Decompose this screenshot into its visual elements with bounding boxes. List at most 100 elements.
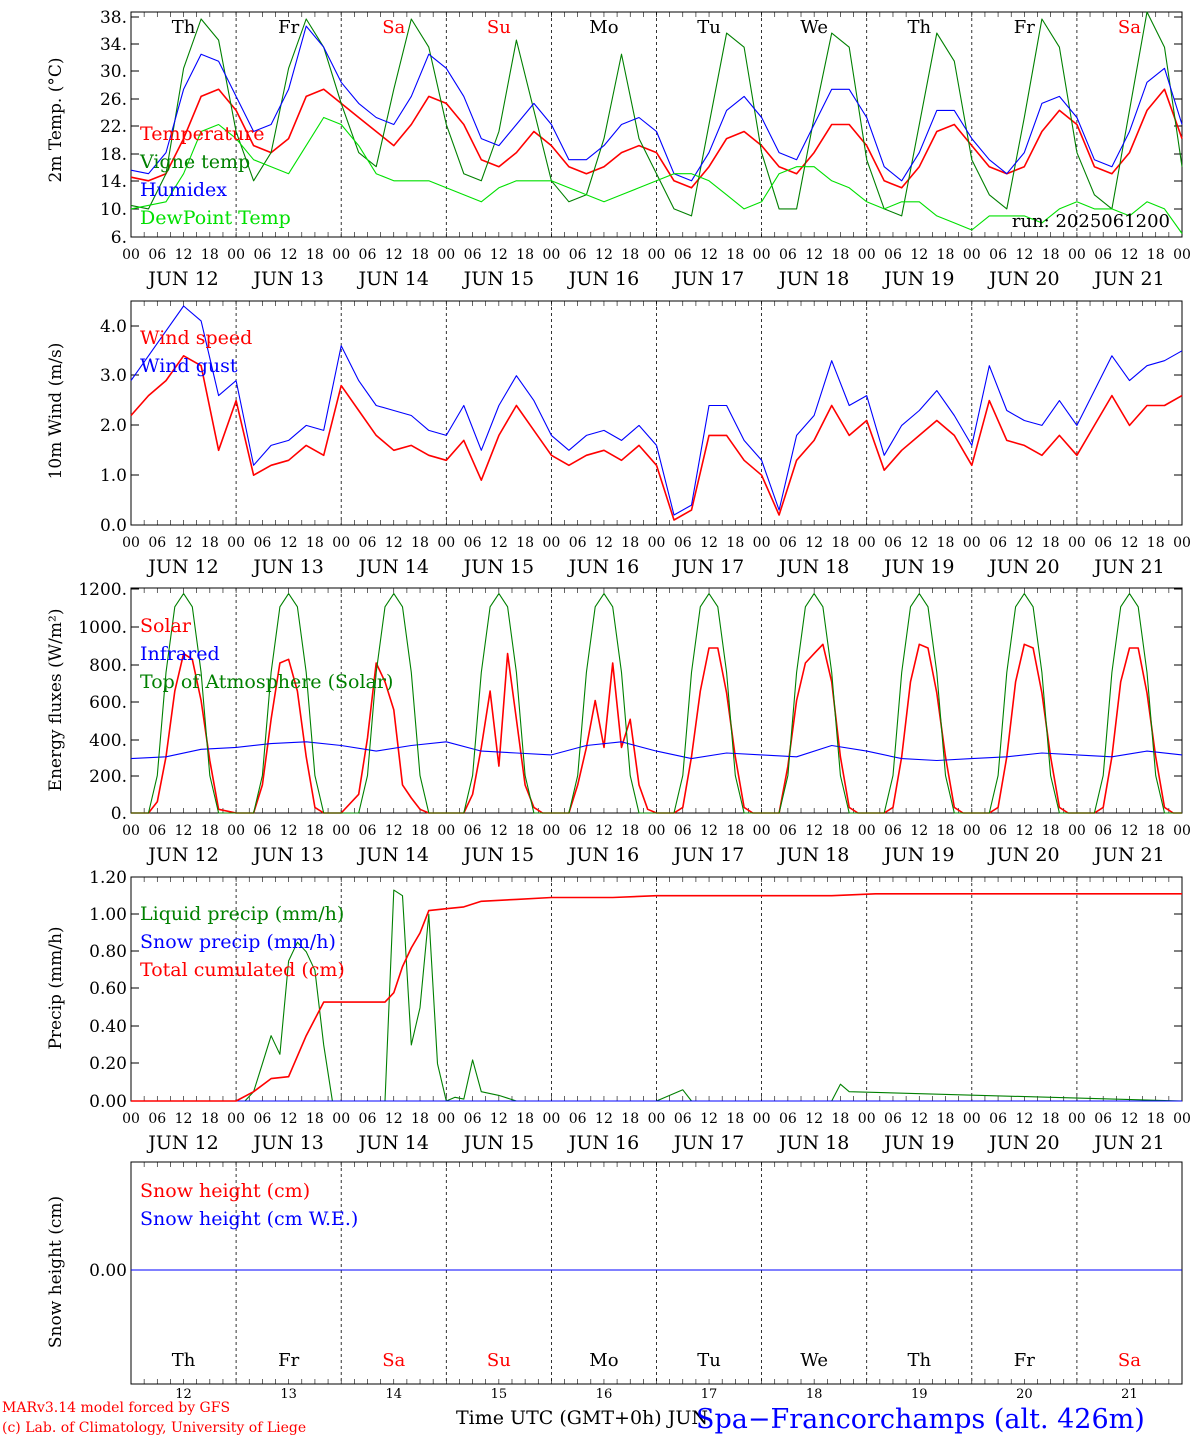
- hour-tick-label: 00: [753, 535, 771, 551]
- y-tick-label: 1200.: [78, 580, 127, 600]
- hour-tick-label: 18: [516, 247, 534, 263]
- hour-tick-label: 18: [832, 247, 850, 263]
- hour-tick-label: 12: [805, 247, 823, 263]
- hour-tick-label: 12: [805, 823, 823, 839]
- day-label: Sa: [382, 17, 405, 38]
- hour-tick-label: 12: [595, 1111, 613, 1127]
- date-label: JUN 19: [882, 844, 954, 866]
- hour-tick-label: 00: [648, 247, 666, 263]
- hour-tick-label: 18: [621, 823, 639, 839]
- series-line-dewpoint-temp: [130, 116, 1183, 234]
- y-tick-label: 22.: [100, 117, 127, 137]
- date-label: JUN 16: [567, 1132, 639, 1154]
- hour-tick-label: 18: [411, 247, 429, 263]
- date-label: JUN 17: [672, 844, 744, 866]
- series-line-humidex: [130, 25, 1183, 182]
- legend-entry: Wind gust: [140, 355, 238, 377]
- hour-tick-label: 18: [726, 1111, 744, 1127]
- date-label: JUN 20: [987, 1132, 1059, 1154]
- hour-tick-label: 06: [779, 247, 797, 263]
- hour-tick-label: 06: [464, 1111, 482, 1127]
- hour-tick-label: 12: [175, 535, 193, 551]
- hour-tick-label: 00: [227, 1111, 245, 1127]
- hour-tick-label: 12: [385, 247, 403, 263]
- hour-tick-label: 00: [753, 247, 771, 263]
- y-tick-label: 1.0: [100, 466, 127, 486]
- hour-tick-label: 18: [621, 1111, 639, 1127]
- hour-tick-label: 06: [884, 1111, 902, 1127]
- legend-entry: Humidex: [140, 179, 227, 201]
- hour-tick-label: 18: [726, 247, 744, 263]
- hour-tick-label: 00: [542, 247, 560, 263]
- series-line-total-cumulated-cm-: [131, 892, 1182, 1102]
- hour-tick-label: 18: [1147, 247, 1165, 263]
- hour-tick-label: 06: [779, 1111, 797, 1127]
- hour-tick-label: 12: [595, 247, 613, 263]
- panels: 38. 34. 30. 26. 22. 18. 14. 10. 6. 2m Temp. (°C) T…: [46, 8, 1191, 1402]
- date-number: 19: [911, 1387, 928, 1402]
- hour-tick-label: 06: [148, 823, 166, 839]
- hour-tick-label: 12: [1015, 1111, 1033, 1127]
- day-label: Su: [487, 1350, 511, 1371]
- y-tick-label: 10.: [100, 200, 127, 220]
- date-number: 17: [701, 1387, 718, 1402]
- hour-tick-label: 12: [1121, 535, 1139, 551]
- hour-tick-label: 18: [201, 823, 219, 839]
- hour-tick-label: 06: [464, 247, 482, 263]
- y-axis-label: 2m Temp. (°C): [46, 57, 66, 182]
- hour-tick-label: 12: [175, 1111, 193, 1127]
- y-tick-label: 400.: [89, 731, 127, 751]
- hour-tick-label: 18: [201, 1111, 219, 1127]
- y-axis-label: 10m Wind (m/s): [46, 343, 66, 480]
- hour-tick-label: 00: [963, 1111, 981, 1127]
- hour-tick-label: 00: [753, 823, 771, 839]
- series-line-wind-speed: [130, 354, 1183, 521]
- y-tick-label: 14.: [100, 172, 127, 192]
- date-label: JUN 13: [251, 844, 323, 866]
- hour-tick-label: 18: [937, 823, 955, 839]
- hour-tick-label: 06: [569, 1111, 587, 1127]
- hour-tick-label: 12: [595, 823, 613, 839]
- date-label: JUN 18: [777, 1132, 849, 1154]
- x-axis-label: Time UTC (GMT+0h) JUN: [456, 1407, 708, 1429]
- date-label: JUN 20: [987, 844, 1059, 866]
- hour-tick-label: 18: [516, 1111, 534, 1127]
- hour-tick-label: 06: [569, 247, 587, 263]
- date-label: JUN 21: [1092, 1132, 1164, 1154]
- day-label: Sa: [1118, 17, 1141, 38]
- hour-tick-label: 06: [674, 1111, 692, 1127]
- hour-tick-label: 00: [542, 823, 560, 839]
- hour-tick-label: 00: [648, 823, 666, 839]
- hour-tick-label: 06: [989, 247, 1007, 263]
- date-label: JUN 12: [146, 556, 218, 578]
- y-tick-label: 0.20: [89, 1054, 127, 1074]
- legend-entry: DewPoint Temp: [140, 207, 291, 229]
- hour-tick-label: 00: [753, 1111, 771, 1127]
- date-number: 15: [491, 1387, 508, 1402]
- legend-entry: Temperature: [140, 123, 264, 145]
- hour-tick-label: 00: [122, 247, 140, 263]
- hour-tick-label: 12: [175, 247, 193, 263]
- legend-entry: Solar: [140, 615, 192, 637]
- hour-tick-label: 18: [411, 535, 429, 551]
- hour-tick-label: 06: [674, 823, 692, 839]
- hour-tick-label: 00: [858, 247, 876, 263]
- hour-tick-label: 06: [253, 823, 271, 839]
- legend-entry: Total cumulated (cm): [140, 959, 345, 981]
- hour-tick-label: 18: [726, 535, 744, 551]
- hour-tick-label: 06: [359, 1111, 377, 1127]
- hour-tick-label: 12: [1015, 247, 1033, 263]
- plot-frame: [130, 11, 1183, 238]
- series-line-vigne-temp: [130, 11, 1183, 217]
- day-label: Fr: [278, 1350, 299, 1371]
- hour-tick-label: 06: [779, 823, 797, 839]
- hour-tick-label: 00: [963, 247, 981, 263]
- hour-tick-label: 06: [884, 823, 902, 839]
- hour-tick-label: 18: [306, 535, 324, 551]
- hour-tick-label: 18: [516, 535, 534, 551]
- day-label: Fr: [1014, 17, 1035, 38]
- hour-tick-label: 18: [1147, 1111, 1165, 1127]
- panel-4: 1.20 1.00 0.80 0.60 0.40 0.20 0.00 Precip (mm/h…: [46, 868, 1191, 1154]
- hour-tick-label: 06: [148, 535, 166, 551]
- hour-tick-label: 12: [385, 535, 403, 551]
